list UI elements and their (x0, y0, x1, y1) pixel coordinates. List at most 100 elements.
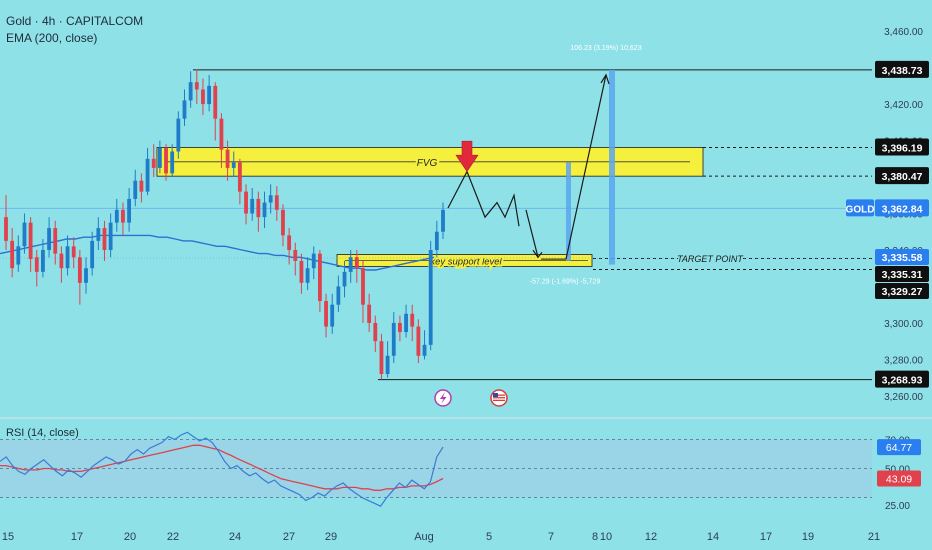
candle (133, 180, 138, 199)
measure-bar-small (566, 162, 571, 261)
candle (90, 240, 95, 269)
candle (102, 228, 107, 250)
candle (145, 158, 150, 192)
candle (373, 322, 378, 342)
candle (10, 240, 15, 269)
rsi-ma-tag: 43.09 (886, 474, 912, 486)
time-tick-label: 12 (645, 531, 657, 543)
projection-down-line (525, 209, 539, 258)
rsi-line (0, 431, 444, 507)
candle (207, 85, 212, 105)
level-tag-low-bg (875, 370, 929, 388)
level-tag-fvg-bottom-bg (875, 167, 929, 185)
flag-canton (493, 393, 498, 397)
level-tag-target-bg (875, 283, 929, 300)
candle (121, 209, 125, 223)
candle (114, 209, 119, 223)
time-tick-label: 8 (592, 531, 598, 543)
projection-up-arrowhead (600, 73, 610, 85)
candle (188, 82, 193, 101)
measure-down-label: -57.29 (-1.69%) -5,729 (530, 278, 601, 285)
level-tag-fvg-bottom: 3,380.47 (882, 171, 923, 183)
candle (398, 322, 402, 333)
candle (434, 231, 439, 250)
flag-stripe (493, 394, 505, 396)
candle (41, 249, 45, 272)
candle (299, 260, 304, 283)
price-tick-label: 3,460.00 (884, 27, 923, 38)
time-tick-label: 17 (71, 531, 83, 543)
candle (311, 253, 316, 269)
current-symbol-tag: GOLD (846, 204, 875, 215)
measure-up-label: 106.23 (3.19%) 10,623 (570, 45, 641, 52)
target-label-bg (678, 251, 742, 265)
candle (34, 257, 39, 272)
candle (281, 209, 285, 236)
time-tick-label: 29 (325, 531, 337, 543)
level-tag-target: 3,335.58 (882, 252, 923, 264)
candle (96, 228, 101, 241)
rsi-title: RSI (14, close) (6, 427, 79, 439)
time-tick-label: 14 (707, 531, 719, 543)
candle (391, 322, 396, 356)
candle (28, 222, 33, 260)
lightning-bolt-glyph (440, 392, 447, 404)
candle (416, 326, 421, 356)
candle (324, 301, 328, 327)
candle (336, 286, 341, 305)
candle (201, 89, 205, 105)
rsi-value-tag: 64.77 (886, 442, 912, 454)
level-tag-fvg-top: 3,396.19 (882, 142, 923, 154)
candle (367, 304, 372, 323)
projection-up-line (565, 74, 607, 260)
indicator-title: EMA (200, close) (6, 31, 98, 45)
price-tick-label: 3,420.00 (884, 100, 923, 111)
candle (225, 149, 230, 168)
candle (127, 198, 132, 223)
level-tag-target-bg (875, 249, 929, 266)
candle (71, 246, 76, 258)
candle (305, 268, 310, 283)
candle (194, 82, 199, 90)
rsi-tick-label: 25.00 (885, 501, 910, 512)
time-tick-label: 15 (2, 531, 14, 543)
candle (293, 249, 298, 261)
candle (422, 344, 427, 356)
rsi-ma-line (0, 444, 444, 491)
candle (256, 198, 261, 218)
candle (250, 198, 255, 214)
candle (330, 304, 335, 327)
down-arrow-icon (455, 140, 479, 173)
flag-stripe (493, 399, 505, 401)
time-tick-label: 7 (548, 531, 554, 543)
level-tag-low: 3,268.93 (882, 375, 923, 387)
rsi-ma-tag-bg (877, 470, 921, 487)
candle (157, 147, 162, 168)
price-tick-label: 3,280.00 (884, 355, 923, 366)
current-price-tag: 3,362.84 (882, 203, 923, 215)
candle (65, 246, 70, 269)
level-tag-high-bg (875, 60, 929, 78)
candle (4, 217, 8, 241)
time-tick-label: 19 (802, 531, 814, 543)
projection-zigzag (447, 170, 520, 227)
rsi-tick-label: 50.00 (885, 465, 910, 476)
candle (47, 228, 51, 250)
flag-stripe (493, 397, 505, 399)
candle (404, 313, 408, 333)
candle (151, 158, 156, 168)
candle (361, 268, 365, 305)
candle (182, 100, 187, 119)
candle (84, 268, 88, 283)
time-tick-label: 21 (868, 531, 880, 543)
target-point-label: TARGET POINT (677, 254, 744, 264)
time-tick-label: 22 (167, 531, 179, 543)
time-tick-label: Aug (414, 531, 434, 543)
time-tick-label: 10 (600, 531, 612, 543)
candle (22, 222, 27, 247)
candle (176, 118, 181, 152)
candle (108, 222, 113, 250)
price-tick-label: 3,260.00 (884, 392, 923, 403)
symbol-title: Gold · 4h · CAPITALCOM (6, 14, 144, 28)
